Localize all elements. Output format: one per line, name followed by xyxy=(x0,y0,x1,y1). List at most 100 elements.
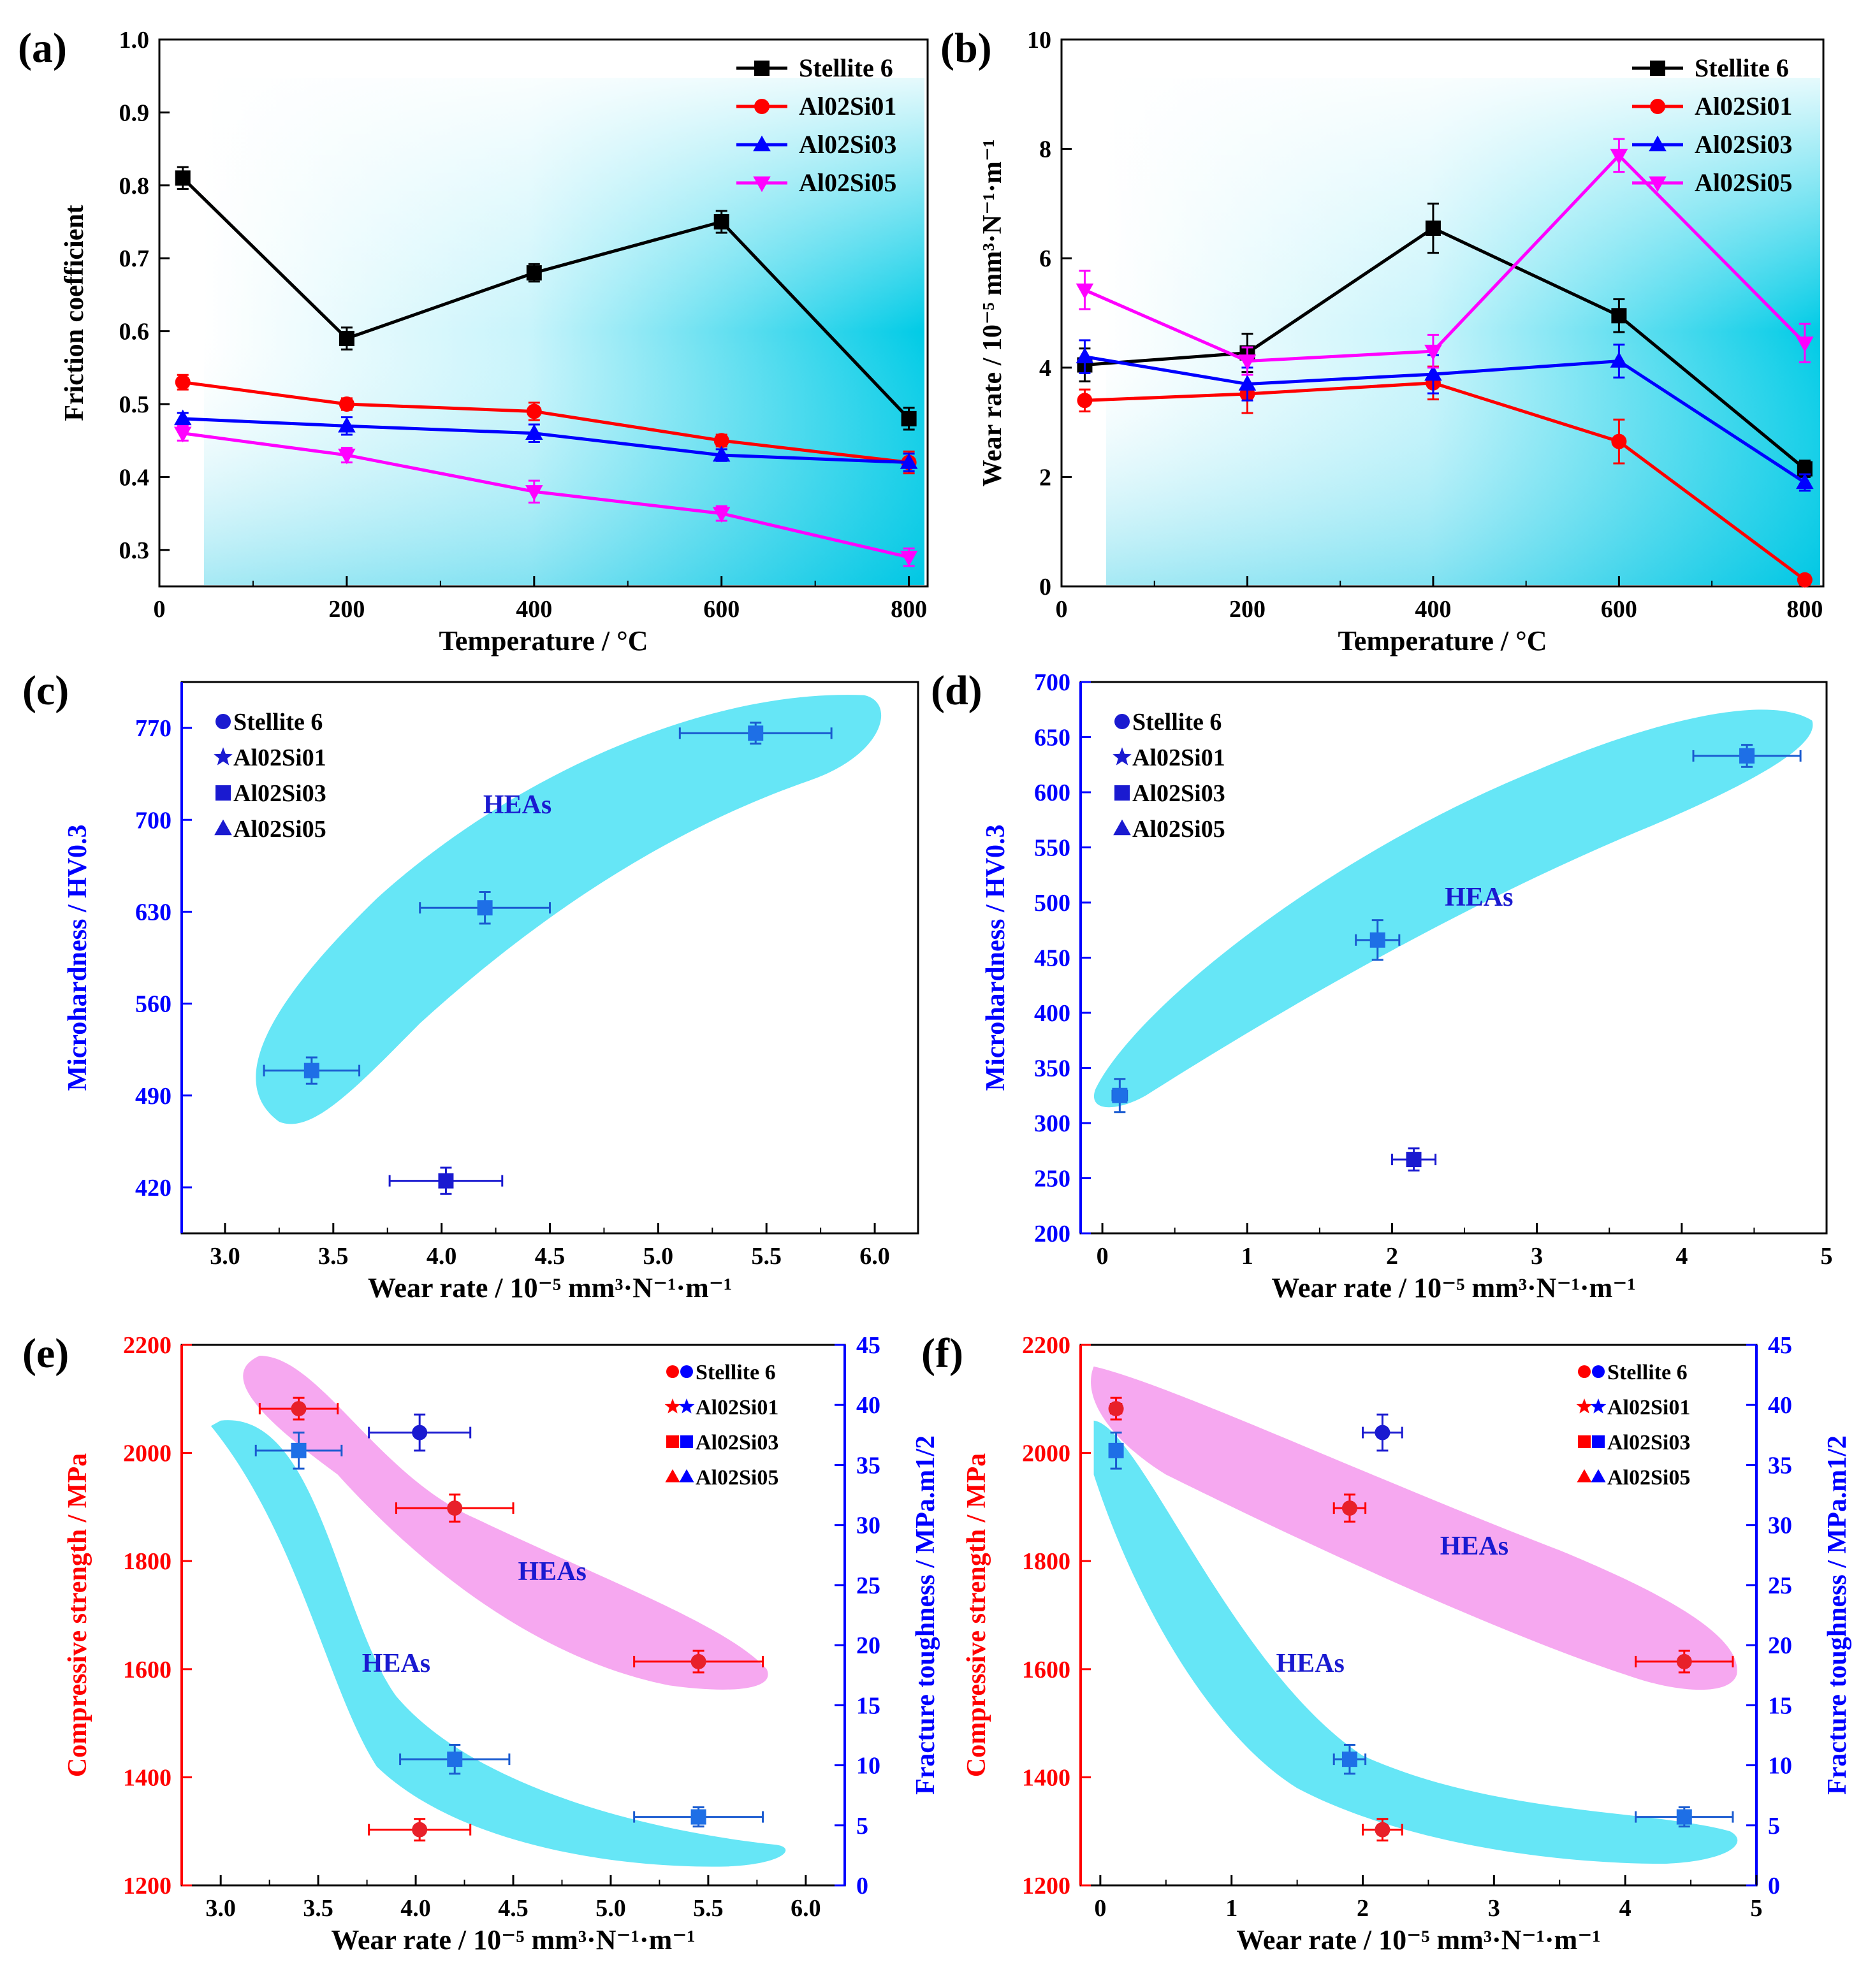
toughness-point xyxy=(412,1425,428,1440)
legend-marker xyxy=(1113,747,1132,765)
legend-label: Al02Si03 xyxy=(799,130,896,159)
x-tick-label: 600 xyxy=(1601,596,1637,623)
legend-label: Al02Si05 xyxy=(1695,168,1792,197)
y-tick-label: 20 xyxy=(1768,1632,1792,1659)
chart-panel-b: 0 200 400 600 800 0 2 4 6 8 10 Temperature / °C Wear… xyxy=(940,25,1825,657)
series-stellite-6 xyxy=(175,166,917,431)
legend-marker-red xyxy=(1576,1398,1593,1414)
chart-panel-d: HEAs 0 1 2 3 4 5 200 250 300 350 400 450 500 550 600 650… xyxy=(931,667,1833,1303)
x-tick-label: 0 xyxy=(1097,1243,1109,1270)
legend-label: Al02Si03 xyxy=(1132,780,1225,807)
y-tick-label: 1600 xyxy=(1022,1657,1070,1683)
y-tick-label: 45 xyxy=(1768,1332,1792,1359)
plot-frame xyxy=(158,38,929,588)
y-tick-label: 0 xyxy=(1768,1873,1780,1899)
y-axis-title: Friction coefficient xyxy=(60,205,89,421)
chart-panel-c: HEAs 3.0 3.5 4.0 4.5 5.0 5.5 6.0 420 490 560 630 700… xyxy=(22,667,919,1303)
x-axis-title: Temperature / °C xyxy=(1338,625,1547,657)
y-tick-label: 1400 xyxy=(123,1764,172,1791)
legend-label: Al02Si01 xyxy=(696,1396,778,1419)
x-axis-title: Wear rate / 10⁻⁵ mm³·N⁻¹·m⁻¹ xyxy=(368,1272,732,1303)
legend-label: Al02Si01 xyxy=(1607,1396,1690,1419)
compressive-point xyxy=(412,1822,428,1838)
y-tick-label: 700 xyxy=(135,807,172,834)
y-tick-label: 30 xyxy=(1768,1513,1792,1539)
legend-marker xyxy=(1114,785,1130,801)
data-point xyxy=(338,448,356,465)
y-tick-label: 1800 xyxy=(1022,1548,1070,1575)
x-tick-label: 4.5 xyxy=(535,1243,566,1270)
y-tick-label: 0.6 xyxy=(119,319,150,345)
legend-label: Al02Si03 xyxy=(1607,1431,1690,1455)
compressive-point xyxy=(1341,1500,1357,1516)
legend-label: Stellite 6 xyxy=(233,709,323,736)
y-tick-label: 1400 xyxy=(1022,1764,1070,1791)
legend-marker xyxy=(215,785,231,801)
legend-marker-blue xyxy=(1592,1435,1605,1448)
y-tick-label: 4 xyxy=(1039,355,1051,382)
y-tick-label: 35 xyxy=(856,1452,880,1479)
y-tick-label: 450 xyxy=(1034,945,1070,972)
legend-label: Stellite 6 xyxy=(799,54,893,82)
legend-marker-blue xyxy=(1591,1469,1606,1483)
y-tick-label: 0.4 xyxy=(119,464,150,491)
legend-label: Stellite 6 xyxy=(1132,709,1222,736)
legend-marker-blue xyxy=(680,1365,693,1378)
data-point xyxy=(1424,344,1442,361)
legend-label: Al02Si01 xyxy=(233,744,326,771)
x-tick-label: 3 xyxy=(1531,1243,1543,1270)
y-tick-label: 770 xyxy=(135,715,172,742)
legend-marker xyxy=(1649,135,1667,152)
y-axis-title-left: Compressive strength / MPa xyxy=(63,1453,92,1777)
y-tick-label: 5 xyxy=(1768,1813,1780,1839)
x-tick-label: 5.5 xyxy=(751,1243,782,1270)
toughness-point xyxy=(1375,1425,1390,1440)
y-tick-label: 25 xyxy=(1768,1572,1792,1599)
y-tick-label: 5 xyxy=(856,1813,868,1839)
x-tick-label: 3.5 xyxy=(318,1243,349,1270)
x-tick-label: 3.0 xyxy=(205,1895,236,1922)
x-tick-label: 4 xyxy=(1619,1895,1631,1922)
y-tick-label: 2200 xyxy=(1022,1332,1070,1359)
y-tick-label: 2000 xyxy=(1022,1440,1070,1467)
y-tick-label: 0.5 xyxy=(119,391,150,418)
y-tick-label: 1800 xyxy=(123,1548,172,1575)
y-tick-label: 420 xyxy=(135,1175,172,1201)
y-tick-label: 250 xyxy=(1034,1166,1070,1193)
data-point xyxy=(713,214,729,229)
chart-panel-a: 0 200 400 600 800 0.3 0.4 0.5 0.6 0.7 0.8 0.9 1.0 Tem… xyxy=(18,25,929,657)
y-tick-label: 0.7 xyxy=(119,245,150,272)
data-point xyxy=(713,433,729,449)
legend-label: Stellite 6 xyxy=(696,1361,776,1384)
x-tick-label: 0 xyxy=(1056,596,1068,623)
legend-marker-red xyxy=(666,1365,679,1378)
y-tick-label: 20 xyxy=(856,1632,880,1659)
legend-marker xyxy=(1114,714,1130,729)
toughness-point xyxy=(291,1442,307,1458)
legend-marker xyxy=(1649,176,1667,192)
y-axis-title-left: Compressive strength / MPa xyxy=(962,1453,991,1777)
y-tick-label: 15 xyxy=(856,1692,880,1719)
heas-annotation: HEAs xyxy=(1445,883,1513,912)
x-tick-label: 800 xyxy=(891,596,927,623)
compressive-point xyxy=(1375,1822,1390,1838)
legend-label: Al02Si03 xyxy=(696,1431,778,1455)
x-tick-label: 5 xyxy=(1751,1895,1763,1922)
heas-region xyxy=(1093,709,1813,1108)
series-al02si03 xyxy=(173,409,918,472)
x-tick-label: 200 xyxy=(328,596,365,623)
data-point xyxy=(339,396,354,412)
x-tick-label: 5.0 xyxy=(595,1895,626,1922)
x-tick-label: 3.0 xyxy=(210,1243,240,1270)
data-point xyxy=(1611,433,1627,449)
y-axis-title-right: Fracture toughness / MPa.m1/2 xyxy=(1823,1435,1852,1795)
legend-label: Al02Si01 xyxy=(799,92,896,120)
legend-label: Al02Si05 xyxy=(799,168,896,197)
data-point xyxy=(1611,308,1627,324)
x-tick-label: 4.0 xyxy=(400,1895,431,1922)
heas-region-strength xyxy=(1091,1366,1737,1690)
x-tick-label: 6.0 xyxy=(859,1243,890,1270)
y-tick-label: 2200 xyxy=(123,1332,172,1359)
data-point xyxy=(1610,149,1628,165)
